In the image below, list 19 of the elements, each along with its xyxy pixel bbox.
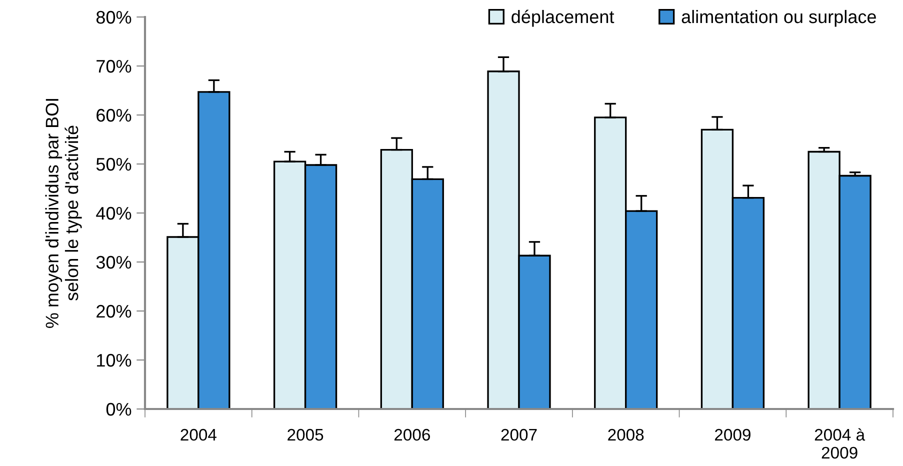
- y-tick-label: 40%: [96, 206, 132, 220]
- y-tick-label: 80%: [96, 10, 132, 24]
- legend-label: alimentation ou surplace: [682, 10, 876, 27]
- x-tick-label: 2007: [501, 428, 537, 441]
- y-tick-label: 30%: [96, 256, 132, 269]
- y-tick-label: 0%: [106, 402, 132, 416]
- x-tick-label: 2008: [608, 428, 644, 441]
- y-tick-label: 50%: [96, 158, 132, 171]
- y-tick-label: 20%: [96, 304, 132, 318]
- y-tick-label: 60%: [96, 108, 132, 122]
- y-tick-label: 70%: [96, 60, 132, 73]
- x-tick-label: 2005: [288, 428, 324, 441]
- legend-label: déplacement: [512, 10, 614, 27]
- x-tick-label: 2004: [180, 428, 216, 441]
- x-tick-label: 2006: [394, 428, 430, 441]
- y-tick-label: 10%: [97, 354, 132, 367]
- y-axis-title: % moyen d'individus par BOI selon le type d'activité: [45, 99, 82, 328]
- x-tick-label: 2009: [715, 428, 750, 441]
- x-tick-label: 2004 à 2009: [814, 428, 866, 459]
